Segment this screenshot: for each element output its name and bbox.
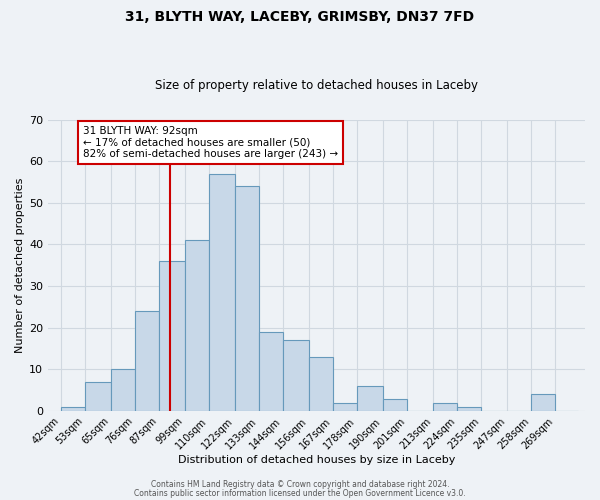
Bar xyxy=(283,340,309,411)
Text: 31, BLYTH WAY, LACEBY, GRIMSBY, DN37 7FD: 31, BLYTH WAY, LACEBY, GRIMSBY, DN37 7FD xyxy=(125,10,475,24)
Text: 31 BLYTH WAY: 92sqm
← 17% of detached houses are smaller (50)
82% of semi-detach: 31 BLYTH WAY: 92sqm ← 17% of detached ho… xyxy=(83,126,338,159)
Title: Size of property relative to detached houses in Laceby: Size of property relative to detached ho… xyxy=(155,79,478,92)
Y-axis label: Number of detached properties: Number of detached properties xyxy=(15,178,25,353)
Bar xyxy=(357,386,383,411)
Bar xyxy=(159,261,185,411)
Bar xyxy=(530,394,554,411)
Bar xyxy=(309,357,333,411)
X-axis label: Distribution of detached houses by size in Laceby: Distribution of detached houses by size … xyxy=(178,455,455,465)
Bar xyxy=(433,402,457,411)
Bar xyxy=(85,382,111,411)
Bar xyxy=(235,186,259,411)
Bar xyxy=(259,332,283,411)
Bar xyxy=(209,174,235,411)
Text: Contains public sector information licensed under the Open Government Licence v3: Contains public sector information licen… xyxy=(134,488,466,498)
Bar xyxy=(333,402,357,411)
Bar xyxy=(383,398,407,411)
Bar xyxy=(457,407,481,411)
Text: Contains HM Land Registry data © Crown copyright and database right 2024.: Contains HM Land Registry data © Crown c… xyxy=(151,480,449,489)
Bar xyxy=(135,311,159,411)
Bar xyxy=(185,240,209,411)
Bar xyxy=(111,370,135,411)
Bar xyxy=(61,407,85,411)
